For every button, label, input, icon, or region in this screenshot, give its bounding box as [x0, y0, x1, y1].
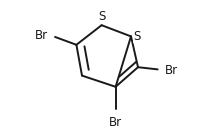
Text: S: S: [134, 30, 141, 43]
Text: Br: Br: [165, 64, 178, 76]
Text: Br: Br: [109, 116, 122, 129]
Text: Br: Br: [35, 29, 48, 41]
Text: S: S: [98, 10, 105, 23]
